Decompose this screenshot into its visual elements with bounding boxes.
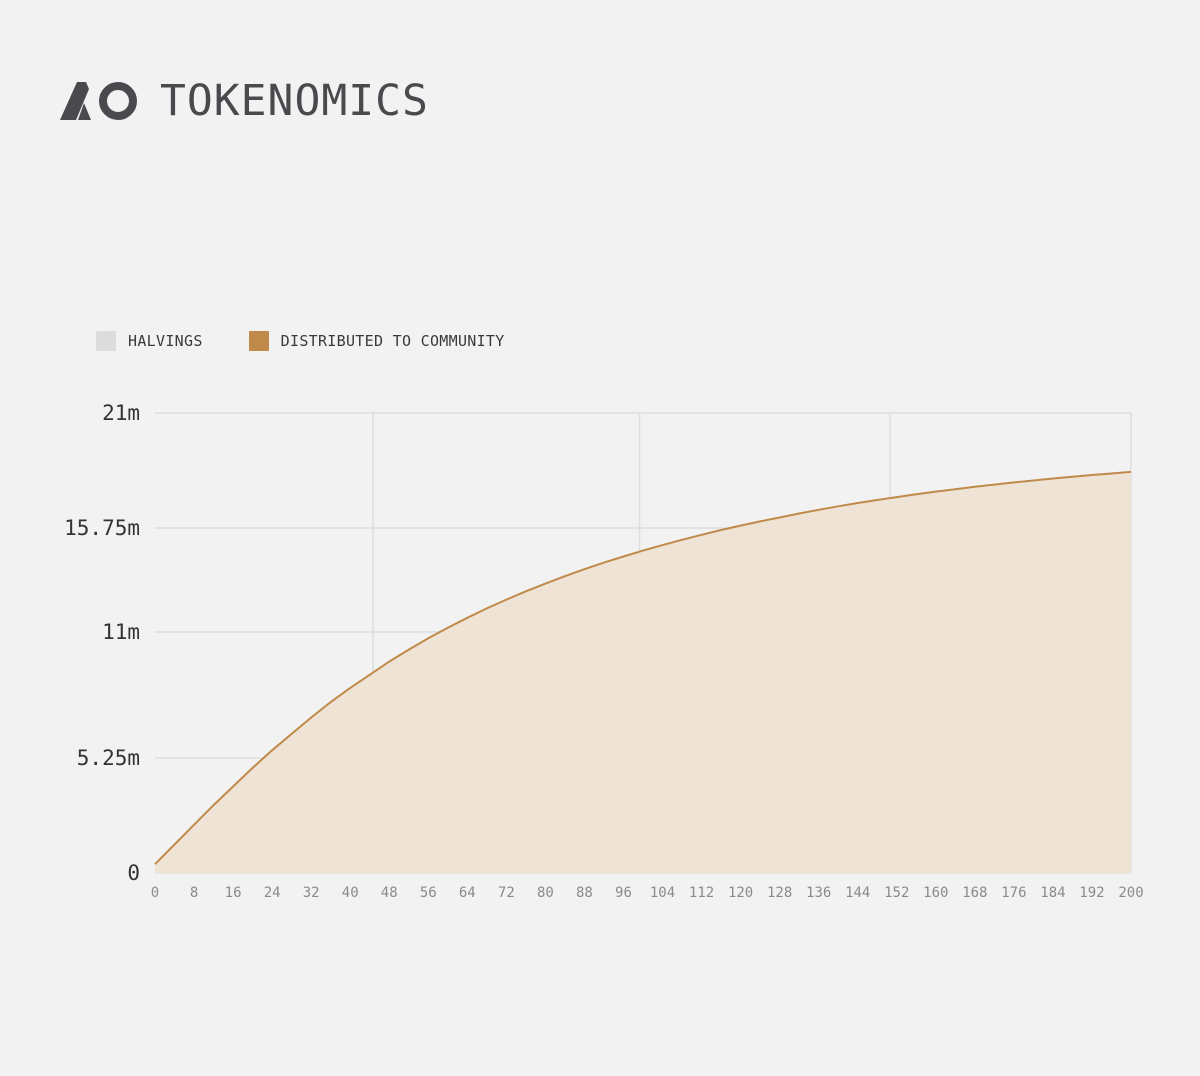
y-tick-label: 15.75m bbox=[64, 516, 140, 540]
y-tick-label: 0 bbox=[127, 861, 140, 885]
x-tick-label: 144 bbox=[845, 885, 870, 901]
y-tick-label: 21m bbox=[102, 401, 140, 425]
x-tick-label: 112 bbox=[689, 885, 714, 901]
x-tick-label: 136 bbox=[806, 885, 831, 901]
page-title: TOKENOMICS bbox=[160, 76, 429, 126]
x-tick-label: 80 bbox=[537, 885, 554, 901]
x-tick-label: 104 bbox=[650, 885, 675, 901]
x-tick-label: 192 bbox=[1079, 885, 1104, 901]
x-tick-label: 48 bbox=[381, 885, 398, 901]
x-tick-label: 200 bbox=[1118, 885, 1143, 901]
x-tick-label: 184 bbox=[1040, 885, 1065, 901]
legend-label-community: DISTRIBUTED TO COMMUNITY bbox=[280, 332, 505, 350]
x-tick-label: 56 bbox=[420, 885, 437, 901]
x-tick-label: 24 bbox=[264, 885, 281, 901]
legend-item-halvings: HALVINGS bbox=[96, 331, 203, 351]
x-tick-label: 168 bbox=[962, 885, 987, 901]
chart-legend: HALVINGS DISTRIBUTED TO COMMUNITY bbox=[96, 330, 551, 352]
x-tick-label: 32 bbox=[303, 885, 320, 901]
legend-swatch-halvings bbox=[96, 331, 116, 351]
community-area bbox=[155, 471, 1131, 873]
x-tick-label: 88 bbox=[576, 885, 593, 901]
ao-logo-icon bbox=[60, 82, 137, 120]
legend-label-halvings: HALVINGS bbox=[128, 332, 203, 350]
y-tick-label: 11m bbox=[102, 620, 140, 644]
x-tick-label: 128 bbox=[767, 885, 792, 901]
x-tick-label: 72 bbox=[498, 885, 515, 901]
x-tick-label: 0 bbox=[151, 885, 159, 901]
x-tick-label: 176 bbox=[1001, 885, 1026, 901]
community-series-line bbox=[154, 470, 1132, 865]
x-tick-label: 16 bbox=[225, 885, 242, 901]
x-tick-label: 8 bbox=[190, 885, 198, 901]
y-tick-label: 5.25m bbox=[77, 746, 140, 770]
x-tick-label: 40 bbox=[342, 885, 359, 901]
x-tick-label: 96 bbox=[615, 885, 632, 901]
x-tick-label: 160 bbox=[923, 885, 948, 901]
x-tick-label: 120 bbox=[728, 885, 753, 901]
header: TOKENOMICS bbox=[60, 76, 429, 126]
legend-item-community: DISTRIBUTED TO COMMUNITY bbox=[248, 331, 505, 351]
x-tick-label: 64 bbox=[459, 885, 476, 901]
x-tick-label: 152 bbox=[884, 885, 909, 901]
legend-swatch-community bbox=[248, 331, 269, 351]
